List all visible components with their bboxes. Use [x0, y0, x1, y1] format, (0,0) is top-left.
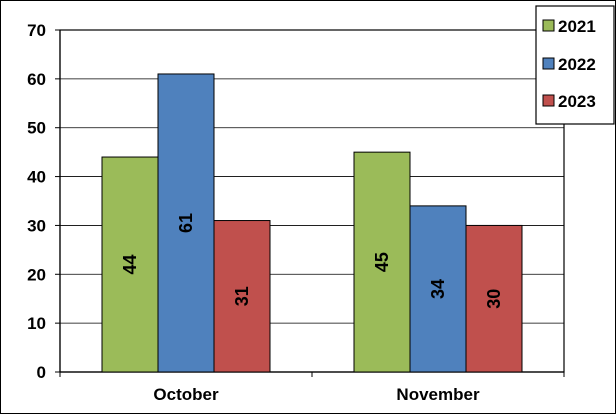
legend-swatch-2022 [542, 57, 555, 70]
legend-swatch-2021 [542, 19, 555, 32]
y-tick-label: 70 [27, 21, 46, 40]
y-tick-label: 0 [37, 363, 46, 382]
y-tick-label: 30 [27, 216, 46, 235]
legend-label: 2023 [558, 92, 596, 111]
bar-2023-november [465, 224, 523, 373]
legend-swatch-2023 [542, 94, 555, 107]
x-category-label: November [396, 385, 480, 404]
bar-2021-october [101, 156, 159, 373]
data-label: 61 [176, 213, 196, 233]
data-label: 44 [120, 254, 140, 274]
y-tick-label: 40 [27, 168, 46, 187]
y-tick-label: 10 [27, 314, 46, 333]
legend-label: 2022 [558, 55, 596, 74]
y-tick-label: 60 [27, 70, 46, 89]
bar-2023-october [213, 220, 271, 373]
data-label: 31 [232, 286, 252, 306]
bar-2022-november [409, 205, 467, 373]
bar-2021-november [353, 151, 411, 373]
x-category-label: October [153, 385, 219, 404]
data-label: 30 [484, 289, 504, 309]
bar-2022-october [157, 73, 215, 373]
data-label: 45 [372, 252, 392, 272]
y-tick-label: 50 [27, 119, 46, 138]
legend-label: 2021 [558, 17, 596, 36]
y-tick-label: 20 [27, 265, 46, 284]
data-label: 34 [428, 279, 448, 299]
